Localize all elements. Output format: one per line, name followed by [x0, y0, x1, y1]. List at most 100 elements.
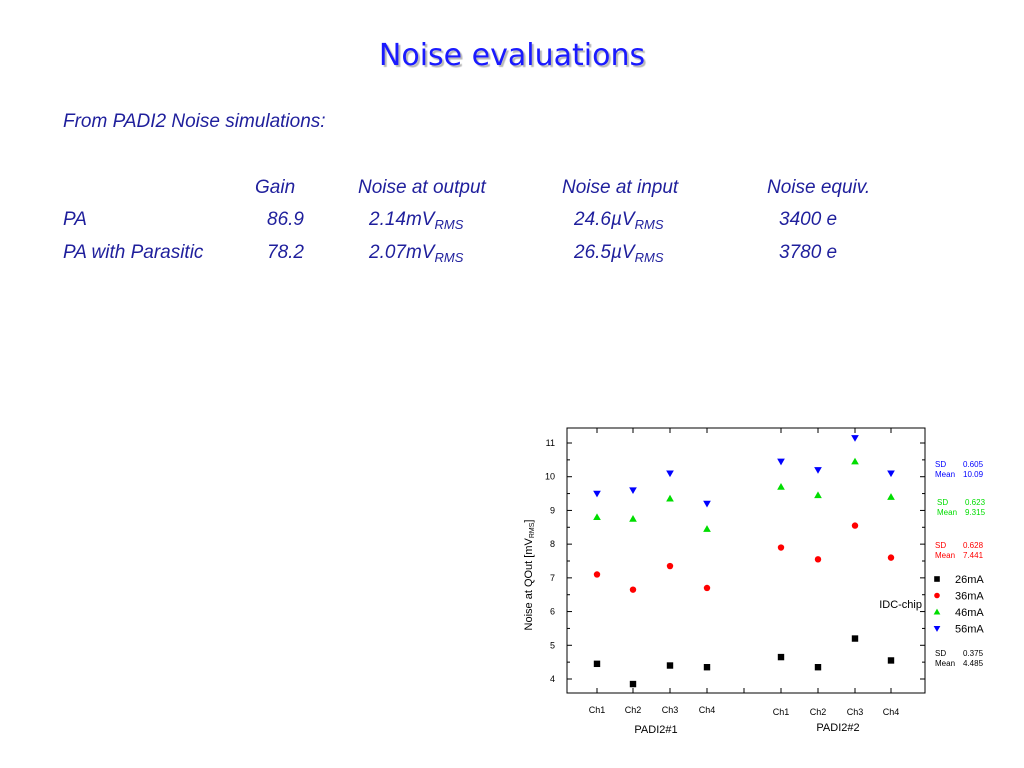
slide-title: Noise evaluations [378, 38, 646, 73]
x-tick-label: Ch4 [883, 707, 900, 717]
y-tick-label: 11 [546, 438, 555, 448]
row-pa-noise-output: 2.14mVRMS [369, 209, 463, 232]
stats-mean-label: Mean [937, 508, 957, 517]
stats-sd-value: 0.375 [963, 649, 984, 658]
group-label: PADI2#2 [816, 722, 859, 734]
data-point-26mA [814, 664, 822, 671]
data-point-46mA [629, 515, 637, 522]
x-tick-label: Ch1 [589, 705, 606, 715]
stats-sd-value: 0.628 [963, 541, 984, 550]
y-tick-label: 10 [545, 472, 555, 482]
data-point-46mA [593, 513, 601, 521]
data-point-46mA [666, 494, 674, 502]
data-point-36mA [629, 586, 637, 593]
plot-frame [566, 427, 926, 694]
data-point-26mA [666, 662, 674, 669]
group-label: PADI2#1 [634, 724, 677, 736]
y-tick-label: 4 [550, 674, 555, 684]
row-parasitic-noise-input: 26.5µVRMS [574, 242, 664, 265]
row-parasitic-gain: 78.2 [267, 242, 304, 263]
y-tick-label: 6 [550, 607, 555, 617]
stats-sd-label: SD [935, 460, 946, 469]
data-point-26mA [703, 664, 711, 671]
y-axis-label-sub: RMS [529, 522, 536, 538]
x-tick-label: Ch3 [662, 705, 679, 715]
data-point-26mA [777, 653, 785, 661]
data-point-26mA [887, 657, 895, 664]
data-point-36mA [666, 562, 674, 570]
y-tick-label: 5 [550, 640, 555, 650]
header-noise-input: Noise at input [562, 177, 679, 198]
stats-mean-value: 10.09 [963, 470, 984, 479]
row-parasitic-noise-equiv: 3780 e [779, 242, 838, 263]
y-axis-label-end: ] [523, 520, 535, 523]
data-point-36mA [887, 554, 895, 561]
stats-mean-label: Mean [935, 551, 955, 560]
y-axis-label-main: Noise at QOut [mV [523, 537, 535, 630]
data-point-36mA [814, 556, 822, 563]
data-point-36mA [593, 571, 601, 578]
intro-text: From PADI2 Noise simulations: [63, 111, 326, 132]
data-point-46mA [887, 493, 895, 500]
stats-mean-value: 9.315 [965, 508, 986, 517]
data-point-26mA [629, 680, 637, 688]
data-point-56mA [703, 500, 711, 508]
legend-marker-46mA [933, 608, 941, 615]
y-tick-label: 9 [550, 505, 555, 515]
row-parasitic-label: PA with Parasitic [63, 242, 204, 263]
data-point-46mA [777, 482, 785, 490]
legend-label: 56mA [955, 624, 984, 636]
row-pa-in-value: 24.6µV [574, 209, 635, 230]
stats-sd-label: SD [935, 541, 946, 550]
header-gain: Gain [255, 177, 296, 198]
stats-mean-value: 7.441 [963, 551, 984, 560]
row-parasitic-out-unit: RMS [434, 250, 464, 265]
data-point-46mA [814, 491, 822, 499]
data-point-56mA [814, 467, 822, 474]
data-point-56mA [777, 458, 785, 466]
header-noise-equiv: Noise equiv. [767, 177, 871, 198]
data-point-26mA [851, 635, 859, 642]
stats-sd-label: SD [937, 498, 948, 507]
x-tick-label: Ch1 [773, 707, 790, 717]
legend-label: 26mA [955, 574, 984, 586]
row-pa-gain: 86.9 [267, 209, 304, 230]
stats-sd-value: 0.605 [963, 460, 984, 469]
y-tick-label: 8 [550, 539, 555, 549]
stats-sd-label: SD [935, 649, 946, 658]
data-point-56mA [887, 470, 895, 478]
data-point-36mA [703, 584, 711, 592]
x-tick-label: Ch2 [625, 705, 642, 715]
x-tick-label: Ch4 [699, 705, 716, 715]
row-parasitic-in-value: 26.5µV [574, 242, 635, 263]
stats-mean-label: Mean [935, 659, 955, 668]
data-point-36mA [851, 522, 859, 529]
legend-marker-36mA [934, 592, 940, 599]
x-tick-label: Ch2 [810, 707, 827, 717]
data-point-56mA [629, 487, 637, 495]
data-point-46mA [851, 457, 859, 465]
legend-label: 36mA [955, 591, 984, 603]
data-point-46mA [703, 525, 711, 532]
legend-marker-26mA [934, 576, 940, 582]
data-point-26mA [593, 660, 601, 668]
row-pa-noise-equiv: 3400 e [779, 209, 838, 230]
chart-marks: 4 5 6 7 8 9 10 11 Ch1 Ch2 Ch3 Ch4 PADI2#1 Ch1 Ch2 Ch3 Ch… [523, 428, 986, 736]
idc-chip-annotation: IDC-chip [879, 599, 922, 611]
data-point-36mA [777, 544, 785, 551]
header-noise-output: Noise at output [358, 177, 486, 198]
stats-mean-label: Mean [935, 470, 955, 479]
legend-marker-56mA [933, 625, 941, 632]
x-tick-label: Ch3 [847, 707, 864, 717]
row-parasitic-noise-output: 2.07mVRMS [369, 242, 463, 265]
row-pa-out-unit: RMS [434, 217, 464, 232]
data-point-56mA [593, 490, 601, 498]
stats-sd-value: 0.623 [965, 498, 986, 507]
data-point-56mA [666, 470, 674, 478]
row-pa-label: PA [63, 209, 87, 230]
data-point-56mA [851, 435, 859, 442]
stats-mean-value: 4.485 [963, 659, 984, 668]
y-axis-label: Noise at QOut [mVRMS] [523, 520, 536, 631]
row-parasitic-out-value: 2.07mV [369, 242, 435, 263]
